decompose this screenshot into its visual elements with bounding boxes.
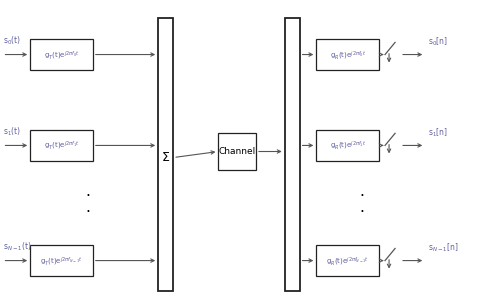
Text: ·: ·	[85, 189, 90, 205]
Text: g$_T$(t)e$^{j2\pi f_1 t}$: g$_T$(t)e$^{j2\pi f_1 t}$	[44, 139, 79, 152]
Text: ·: ·	[85, 205, 90, 220]
Text: $\Sigma$: $\Sigma$	[161, 151, 170, 164]
Text: s$_0$[n]: s$_0$[n]	[427, 35, 447, 48]
Text: s$_{N-1}$[n]: s$_{N-1}$[n]	[427, 241, 457, 254]
Text: s$_0$(t): s$_0$(t)	[3, 35, 21, 47]
Text: ·: ·	[358, 189, 363, 205]
Text: ·: ·	[358, 205, 363, 220]
Text: Channel: Channel	[218, 147, 256, 156]
Bar	[30, 39, 93, 70]
Text: g$_R$(t)e$^{j2\pi f_0 t}$: g$_R$(t)e$^{j2\pi f_0 t}$	[329, 48, 365, 61]
Bar	[30, 130, 93, 161]
Bar	[316, 39, 378, 70]
Bar	[284, 18, 299, 291]
Bar	[158, 18, 173, 291]
Text: s$_1$[n]: s$_1$[n]	[427, 126, 447, 139]
Bar	[218, 133, 256, 170]
Text: g$_R$(t)e$^{j2\pi f_{N-1} t}$: g$_R$(t)e$^{j2\pi f_{N-1} t}$	[326, 255, 368, 267]
Text: g$_R$(t)e$^{j2\pi f_1 t}$: g$_R$(t)e$^{j2\pi f_1 t}$	[329, 139, 365, 152]
Text: g$_T$(t)e$^{j2\pi f_{N-1} t}$: g$_T$(t)e$^{j2\pi f_{N-1} t}$	[40, 255, 83, 267]
Text: g$_T$(t)e$^{j2\pi f_0 t}$: g$_T$(t)e$^{j2\pi f_0 t}$	[44, 48, 79, 61]
Bar	[30, 245, 93, 276]
Text: s$_{N-1}$(t): s$_{N-1}$(t)	[3, 241, 31, 253]
Bar	[316, 245, 378, 276]
Text: s$_1$(t): s$_1$(t)	[3, 125, 21, 138]
Bar	[316, 130, 378, 161]
